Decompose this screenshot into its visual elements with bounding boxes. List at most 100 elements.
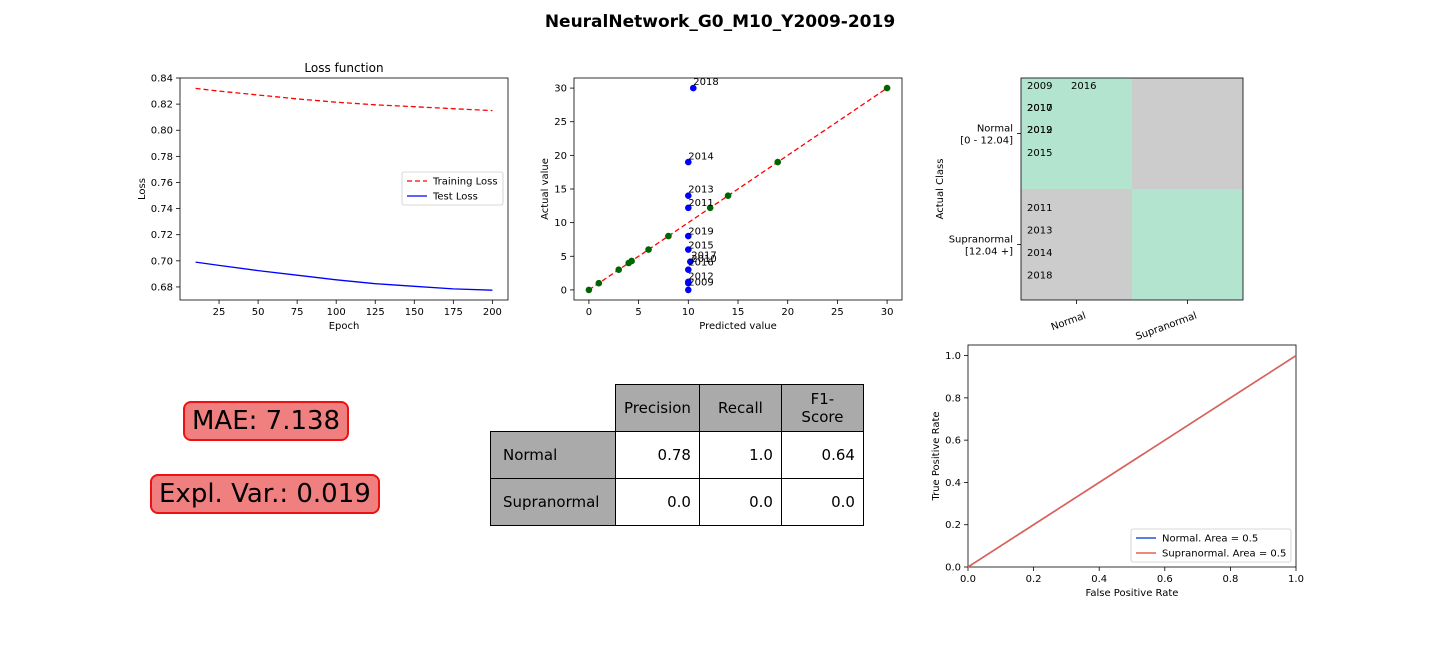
figure-suptitle: NeuralNetwork_G0_M10_Y2009-2019 <box>545 12 895 32</box>
loss-x-tick-label: 75 <box>291 307 304 318</box>
cm-cell-year: 2013 <box>1027 226 1052 237</box>
cm-cell <box>1021 189 1132 300</box>
loss-y-tick-label: 0.84 <box>151 74 173 85</box>
prediction-scatter-chart: Predicted value Actual value 0 5 10 15 20 25 3… <box>540 77 903 332</box>
loss-y-tick-label: 0.80 <box>151 126 173 137</box>
cm-cell-year: 2018 <box>1027 271 1052 282</box>
roc-y-label: True Positive Rate <box>931 411 942 501</box>
roc-plot-frame <box>967 344 1297 568</box>
cm-cell <box>1132 189 1243 300</box>
scatter-x-tick-label: 5 <box>635 307 641 318</box>
table-cell: 0.64 <box>780 431 864 479</box>
scatter-point-label: 2016 <box>688 257 713 268</box>
cm-cell-year: 2014 <box>1027 248 1052 259</box>
scatter-point-label: 2019 <box>688 226 713 237</box>
scatter-x-tick-label: 0 <box>586 307 592 318</box>
scatter-y-tick-label: 30 <box>554 84 567 95</box>
cm-cell <box>1021 78 1132 189</box>
roc-y-tick-label: 0.8 <box>945 393 961 404</box>
table-cell: 0.0 <box>698 478 782 526</box>
loss-series-line <box>195 87 493 112</box>
loss-x-tick-label: 100 <box>327 307 346 318</box>
cm-x-tick-label: Supranormal <box>1134 310 1198 342</box>
table-header-recall: Recall <box>698 384 782 432</box>
cm-cell <box>1132 78 1243 189</box>
roc-x-tick-label: 0.6 <box>1157 574 1173 585</box>
scatter-identity-point <box>628 257 635 265</box>
scatter-point-2009 <box>685 286 692 294</box>
scatter-x-tick-label: 30 <box>881 307 894 318</box>
scatter-point-label: 2011 <box>688 198 713 209</box>
loss-x-tick-label: 150 <box>405 307 424 318</box>
scatter-point-label: 2010 <box>691 254 716 265</box>
roc-x-tick-label: 0.8 <box>1222 574 1238 585</box>
cm-cell-year: 2016 <box>1071 81 1096 92</box>
scatter-x-tick-label: 25 <box>831 307 844 318</box>
cm-cell-year: 2012 <box>1027 125 1052 136</box>
roc-y-tick-label: 0.2 <box>945 520 961 531</box>
loss-x-tick-label: 25 <box>213 307 226 318</box>
table-row-label: Supranormal <box>490 478 616 526</box>
scatter-identity-point <box>774 158 782 166</box>
roc-chart: False Positive Rate True Positive Rate 0… <box>931 344 1304 599</box>
table-cell: 1.0 <box>698 431 782 479</box>
scatter-point-2011 <box>685 204 692 212</box>
table-row-label: Normal <box>490 431 616 479</box>
roc-y-tick-label: 0.4 <box>945 478 961 489</box>
scatter-point-label: 2018 <box>693 77 718 88</box>
scatter-point-2017 <box>686 258 694 265</box>
cm-y-label: Actual Class <box>935 159 946 220</box>
scatter-y-tick-label: 15 <box>554 185 567 196</box>
table-corner-cell <box>491 385 616 432</box>
cm-y-tick-label: Normal <box>977 124 1013 135</box>
loss-y-tick-label: 0.74 <box>151 204 173 215</box>
scatter-identity-point <box>883 84 891 92</box>
table-header-precision: Precision <box>615 384 700 432</box>
loss-y-label: Loss <box>137 178 148 200</box>
table-row: Supranormal 0.0 0.0 0.0 <box>490 478 864 526</box>
explained-variance-box: Expl. Var.: 0.019 <box>150 474 380 514</box>
scatter-x-label: Predicted value <box>699 321 776 332</box>
roc-x-tick-label: 0.0 <box>960 574 976 585</box>
scatter-y-tick-label: 0 <box>561 285 567 296</box>
loss-x-tick-label: 200 <box>483 307 502 318</box>
scatter-x-tick-label: 15 <box>732 307 745 318</box>
roc-x-tick-label: 1.0 <box>1288 574 1304 585</box>
scatter-point-label: 2017 <box>691 251 716 262</box>
scatter-y-tick-label: 20 <box>554 151 567 162</box>
scatter-point-2019 <box>685 232 692 240</box>
scatter-point-2018 <box>689 84 697 92</box>
scatter-point-2016 <box>685 266 692 274</box>
cm-y-tick-label: [0 - 12.04] <box>960 136 1013 147</box>
mae-box: MAE: 7.138 <box>183 401 350 441</box>
table-header-f1: F1-Score <box>780 384 864 432</box>
cm-cell-year: 2015 <box>1027 148 1052 159</box>
loss-y-tick-label: 0.70 <box>151 256 173 267</box>
table-cell: 0.0 <box>615 478 700 526</box>
scatter-y-label: Actual value <box>540 158 551 220</box>
cm-cell-year: 2019 <box>1027 125 1052 136</box>
roc-x-label: False Positive Rate <box>1086 588 1179 599</box>
scatter-y-tick-label: 25 <box>554 117 567 128</box>
loss-x-tick-label: 125 <box>366 307 385 318</box>
roc-x-tick-label: 0.4 <box>1091 574 1107 585</box>
cm-frame <box>1020 77 1244 301</box>
loss-y-tick-label: 0.72 <box>151 230 173 241</box>
loss-legend-label: Test Loss <box>432 192 478 203</box>
cm-cell-year: 2010 <box>1027 103 1052 114</box>
scatter-identity-point <box>724 192 732 200</box>
roc-legend-box <box>1130 528 1292 563</box>
scatter-y-tick-label: 10 <box>554 218 567 229</box>
scatter-identity-point <box>665 232 672 240</box>
scatter-identity-line <box>588 87 888 291</box>
loss-y-tick-label: 0.82 <box>151 100 173 111</box>
loss-legend-label: Training Loss <box>432 177 498 188</box>
scatter-point-2014 <box>685 158 692 166</box>
loss-x-tick-label: 50 <box>252 307 265 318</box>
roc-y-tick-label: 0.6 <box>945 436 961 447</box>
scatter-point-2012 <box>685 278 692 286</box>
scatter-x-tick-label: 20 <box>781 307 794 318</box>
roc-legend-label: Normal. Area = 0.5 <box>1162 534 1258 545</box>
